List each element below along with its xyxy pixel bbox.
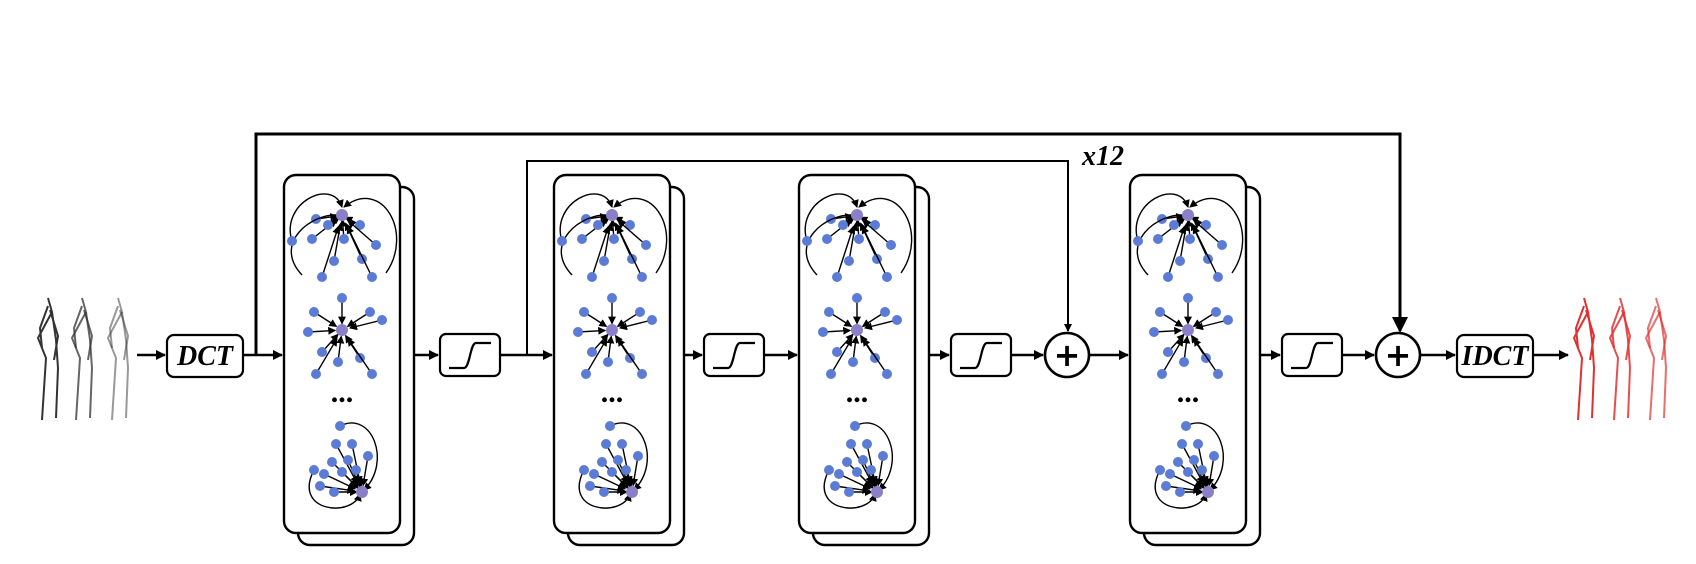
inner-skip-connection — [526, 160, 1072, 355]
dct-label: DCT — [176, 341, 235, 372]
star-graph-icon — [823, 421, 894, 509]
star-graph-icon — [802, 193, 913, 282]
gcn-block-4: ... — [1128, 173, 1262, 547]
gcn-block-3: ... — [797, 173, 931, 547]
ellipsis-label: ... — [331, 376, 354, 409]
star-graph-icon — [818, 293, 902, 379]
sum-2: + — [1374, 331, 1422, 379]
output-pose-sequence — [1572, 297, 1668, 421]
ellipsis-label: ... — [846, 376, 869, 409]
dct-box: DCT — [165, 333, 245, 379]
repeat-label: x12 — [1081, 141, 1124, 172]
star-graph-icon — [1149, 293, 1233, 379]
star-graph-icon — [1133, 193, 1244, 282]
activation-1 — [438, 332, 502, 378]
sigmoid-icon — [449, 341, 491, 370]
sigmoid-icon — [960, 341, 1002, 370]
outer-skip-connection — [254, 132, 1408, 355]
star-graph-icon — [1154, 421, 1225, 509]
activation-4 — [1280, 332, 1344, 378]
star-graph-icon — [578, 421, 649, 509]
input-pose-sequence — [36, 297, 130, 421]
ellipsis-label: ... — [1177, 376, 1200, 409]
sigmoid-icon — [1291, 341, 1333, 370]
figure-caption-partial — [0, 528, 1696, 564]
gcn-block-2: ... — [552, 173, 686, 547]
activation-2 — [702, 332, 766, 378]
star-graph-icon — [557, 193, 668, 282]
gcn-block-1: ... — [282, 173, 416, 547]
idct-label: IDCT — [1461, 341, 1531, 372]
star-graph-icon — [573, 293, 657, 379]
ellipsis-label: ... — [601, 376, 624, 409]
star-graph-icon — [303, 293, 387, 379]
star-graph-icon — [287, 193, 398, 282]
sum-1: + — [1043, 331, 1091, 379]
star-graph-icon — [308, 421, 379, 509]
plus-circle-icon: + — [1385, 336, 1412, 374]
plus-circle-icon: + — [1054, 336, 1081, 374]
idct-box: IDCT — [1455, 333, 1535, 379]
activation-3 — [949, 332, 1013, 378]
sigmoid-icon — [713, 341, 755, 370]
